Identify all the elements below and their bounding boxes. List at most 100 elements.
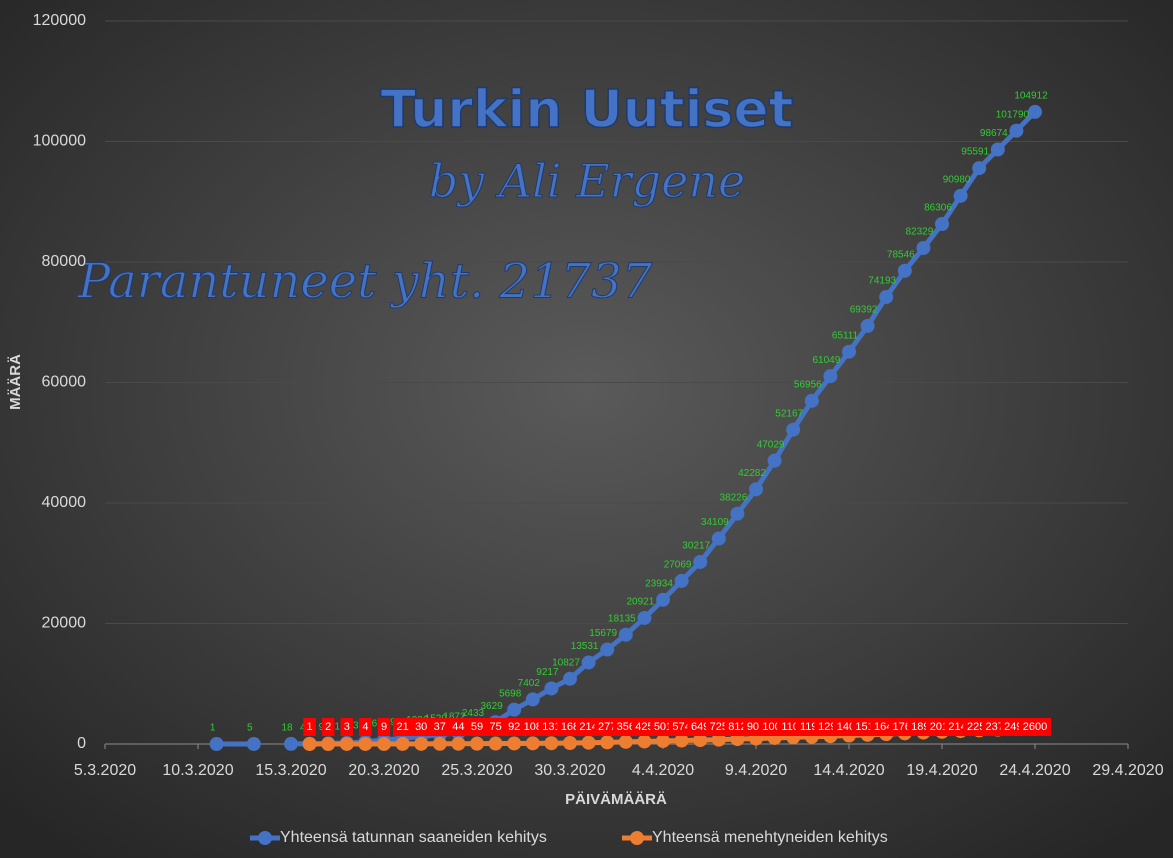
x-tick-label: 29.4.2020: [1092, 762, 1163, 779]
x-tick-label: 30.3.2020: [534, 762, 605, 779]
data-label: 61049: [812, 355, 840, 366]
marker: [879, 289, 894, 304]
legend-label: Yhteensä menehtyneiden kehitys: [652, 829, 888, 846]
marker: [600, 735, 615, 750]
x-tick-label: 20.3.2020: [348, 762, 419, 779]
data-label: 425: [635, 721, 653, 733]
marker: [711, 732, 726, 747]
marker: [953, 188, 968, 203]
x-tick-label: 15.3.2020: [255, 762, 326, 779]
data-label: 82329: [905, 227, 933, 238]
marker: [302, 736, 317, 751]
x-tick-label: 9.4.2020: [725, 762, 787, 779]
marker: [749, 482, 763, 497]
data-label: 78546: [887, 249, 915, 260]
data-label: 356: [617, 721, 635, 733]
data-label: 4: [362, 721, 368, 733]
data-label: 1872: [443, 711, 466, 722]
x-tick-label: 10.3.2020: [162, 762, 233, 779]
data-label: 649: [691, 721, 709, 733]
data-label: 75: [489, 721, 501, 733]
legend-marker: [258, 831, 272, 845]
legend-label: Yhteensä tatunnan saaneiden kehitys: [280, 829, 547, 846]
marker: [544, 736, 559, 751]
data-label-box: [321, 718, 335, 736]
data-label: 5698: [499, 688, 522, 699]
data-label: 501: [654, 721, 672, 733]
data-label: 42282: [738, 468, 766, 479]
data-label-box: [393, 718, 413, 736]
marker: [395, 736, 410, 751]
annotation: Parantuneet yht. 21737: [77, 254, 653, 310]
data-label: 3: [344, 721, 350, 733]
marker: [674, 573, 689, 588]
data-label: 38226: [719, 492, 747, 503]
marker: [581, 735, 596, 750]
marker: [488, 736, 503, 751]
data-label: 20921: [626, 597, 654, 608]
data-label: 30: [415, 721, 427, 733]
data-label: 56956: [794, 379, 822, 390]
data-label: 95591: [961, 147, 989, 158]
data-label: 2600: [1023, 721, 1047, 733]
data-label: 1: [307, 721, 313, 733]
data-label: 37: [434, 721, 446, 733]
data-label: 21: [396, 721, 408, 733]
y-tick-label: 100000: [33, 133, 86, 150]
marker: [897, 263, 912, 278]
data-label: 23934: [645, 578, 673, 589]
legend-marker: [630, 831, 644, 845]
data-label: 7402: [518, 678, 541, 689]
marker: [618, 734, 633, 749]
marker: [935, 217, 949, 232]
marker: [693, 554, 708, 569]
data-label: 277: [598, 721, 616, 733]
data-label-box: [377, 718, 391, 736]
data-label: 10827: [552, 657, 580, 668]
marker: [284, 736, 298, 751]
data-label: 1: [210, 723, 216, 734]
marker: [916, 240, 931, 255]
marker: [507, 702, 522, 717]
data-label: 52167: [775, 408, 803, 419]
data-label: 92: [508, 721, 520, 733]
data-label: 9: [381, 721, 387, 733]
data-label: 74193: [868, 276, 896, 287]
marker: [377, 736, 391, 751]
marker: [1009, 123, 1024, 138]
marker: [711, 531, 726, 546]
marker: [451, 736, 466, 751]
annotation: Turkin Uutiset: [381, 80, 794, 140]
marker: [637, 734, 652, 749]
data-label: 59: [471, 721, 483, 733]
data-label: 15679: [589, 628, 617, 639]
annotation: by Ali Ergene: [429, 154, 745, 208]
y-tick-label: 120000: [33, 12, 86, 29]
data-label: 104912: [1014, 91, 1048, 102]
marker: [730, 506, 745, 521]
marker: [563, 671, 577, 686]
x-tick-label: 4.4.2020: [632, 762, 694, 779]
marker: [525, 692, 540, 707]
data-label-box: [340, 718, 354, 736]
data-label-box: [359, 718, 372, 736]
marker: [823, 369, 838, 384]
data-label: 34109: [701, 517, 729, 528]
data-label: 30217: [682, 541, 710, 552]
data-label: 574: [672, 721, 690, 733]
data-label: 3629: [480, 701, 503, 712]
data-label: 98674: [980, 128, 1008, 139]
data-label: 86306: [924, 203, 952, 214]
y-tick-label: 80000: [42, 253, 87, 270]
marker: [656, 733, 670, 748]
y-tick-label: 0: [77, 735, 86, 752]
data-label: 18: [281, 723, 293, 734]
marker: [209, 736, 224, 751]
y-tick-label: 20000: [42, 615, 87, 632]
marker: [358, 736, 373, 751]
y-tick-label: 60000: [42, 374, 87, 391]
data-label: 214: [579, 721, 597, 733]
data-label: 5: [247, 723, 253, 734]
